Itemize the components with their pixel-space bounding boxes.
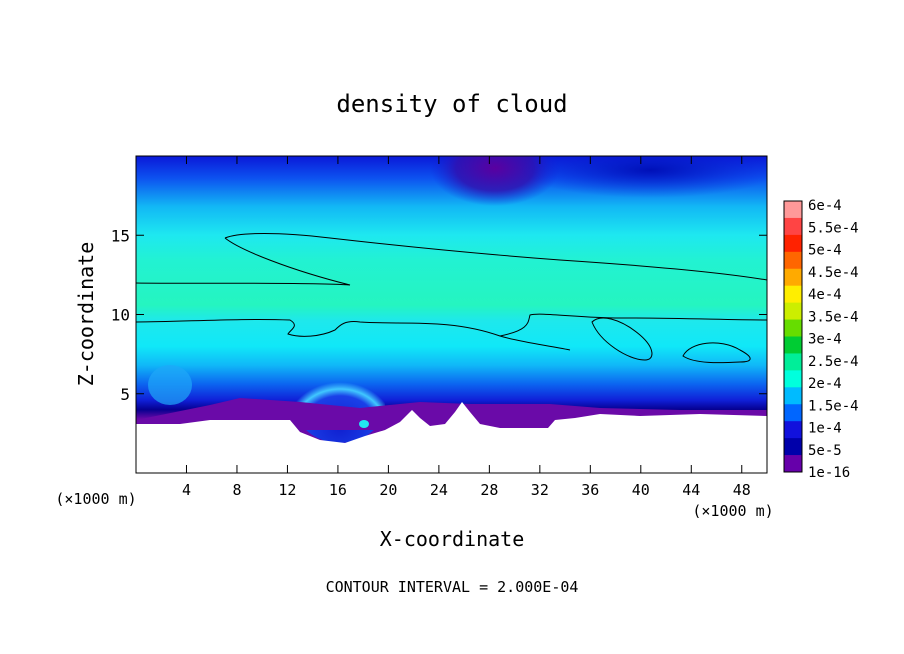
x-tick-label: 24 [430, 481, 448, 499]
x-unit-label-right: (×1000 m) [692, 502, 773, 520]
colorbar-label: 5e-5 [808, 443, 842, 459]
colorbar-swatch [784, 438, 802, 456]
colorbar-label: 5.5e-4 [808, 220, 859, 236]
lower-left-cyan-arc [148, 365, 192, 405]
colorbar-swatch [784, 251, 802, 270]
x-tick-label: 16 [329, 481, 347, 499]
colorbar-label: 5e-4 [808, 243, 842, 259]
colorbar-swatch [784, 234, 802, 253]
y-axis-label: Z-coordinate [74, 242, 98, 387]
contour-lower [136, 313, 767, 337]
colorbar-label: 1e-16 [808, 465, 850, 481]
y-tick-label: 10 [111, 306, 130, 325]
colorbar-swatch [784, 302, 802, 321]
x-axis-label: X-coordinate [380, 527, 525, 551]
colorbar-swatch [784, 387, 802, 405]
contour-lower-tail [499, 335, 571, 351]
x-unit-label: (×1000 m) [55, 490, 136, 508]
x-tick-label: 40 [632, 481, 650, 499]
x-tick-label: 48 [733, 481, 751, 499]
plot-area [136, 156, 767, 473]
colorbar-label: 2e-4 [808, 376, 842, 392]
upper-dark-region [520, 156, 767, 198]
y-tick-label: 15 [111, 226, 130, 245]
chart-title: density of cloud [336, 90, 567, 118]
colorbar-swatch [784, 370, 802, 388]
contour-upper-lobe [136, 237, 351, 286]
colorbar-label: 3e-4 [808, 332, 842, 348]
colorbar-swatch [784, 201, 802, 219]
x-tick-label: 32 [531, 481, 549, 499]
colorbar-label: 4.5e-4 [808, 265, 859, 281]
colorbar-swatch [784, 336, 802, 354]
x-axis: 4 8 12 16 20 24 28 32 36 40 44 48 [182, 156, 751, 499]
x-tick-label: 8 [232, 481, 241, 499]
colorbar: 6e-4 5.5e-4 5e-4 4.5e-4 4e-4 3.5e-4 3e-4 2.5e-4… [783, 198, 859, 481]
colorbar-swatch [784, 404, 802, 422]
contour-lines [136, 233, 767, 364]
contour-closed-1 [591, 317, 653, 361]
x-tick-label: 4 [182, 481, 191, 499]
y-tick-label: 5 [120, 385, 130, 404]
colorbar-label: 1.5e-4 [808, 398, 859, 414]
contour-interval-note: CONTOUR INTERVAL = 2.000E-04 [326, 578, 579, 596]
colorbar-swatch [784, 421, 802, 439]
x-tick-label: 28 [480, 481, 498, 499]
colorbar-label: 1e-4 [808, 421, 842, 437]
x-tick-label: 44 [682, 481, 700, 499]
colorbar-label: 4e-4 [808, 287, 842, 303]
colorbar-swatch [784, 285, 802, 304]
x-tick-label: 12 [278, 481, 296, 499]
small-cyan-cell [359, 420, 369, 428]
colorbar-label: 3.5e-4 [808, 309, 859, 325]
colorbar-swatch [784, 353, 802, 371]
colorbar-swatch [784, 268, 802, 287]
contour-upper [224, 233, 767, 281]
cloud-free-region [136, 402, 767, 473]
colorbar-frame [783, 200, 803, 473]
contour-closed-2 [682, 342, 751, 364]
x-tick-label: 36 [581, 481, 599, 499]
colorbar-swatch [784, 217, 802, 236]
y-axis: 5 10 15 [111, 226, 767, 404]
colorbar-label: 2.5e-4 [808, 354, 859, 370]
colorbar-swatch [784, 455, 802, 473]
colorbar-label: 6e-4 [808, 198, 842, 214]
colorbar-swatch [784, 319, 802, 337]
x-tick-label: 20 [379, 481, 397, 499]
